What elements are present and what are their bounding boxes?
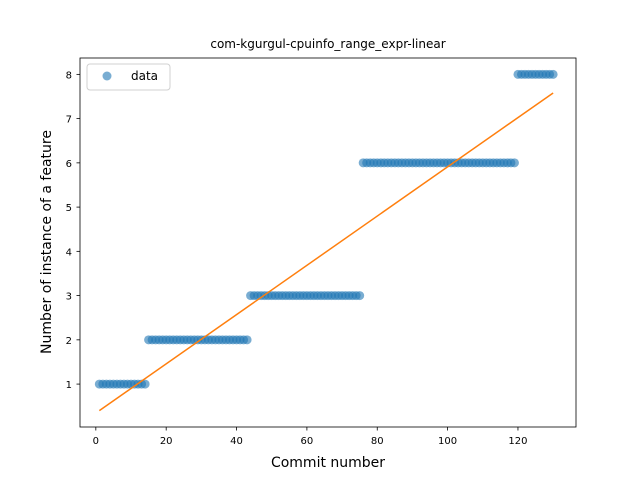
chart-title: com-kgurgul-cpuinfo_range_expr-linear: [210, 37, 445, 51]
data-point: [509, 158, 519, 168]
x-tick-label: 120: [508, 436, 527, 447]
legend-box: [86, 63, 171, 91]
legend-label-data: data: [131, 69, 158, 83]
scatter-points: [94, 69, 558, 389]
y-tick-label: 2: [66, 336, 72, 347]
x-tick-label: 40: [230, 436, 243, 447]
y-tick-label: 1: [66, 380, 72, 391]
x-tick-label: 100: [438, 436, 457, 447]
data-point: [548, 69, 558, 79]
legend: data: [86, 63, 171, 91]
y-tick-label: 4: [66, 247, 72, 258]
fit-line-layer: [98, 92, 554, 412]
x-tick-label: 0: [93, 436, 99, 447]
x-tick-label: 60: [301, 436, 314, 447]
data-point: [242, 335, 252, 345]
plot-frame: [79, 57, 577, 428]
y-tick-label: 8: [66, 70, 72, 81]
data-point: [140, 379, 150, 389]
y-tick-label: 7: [66, 115, 72, 126]
x-axis: 0 20 40 60 80 100 120: [93, 427, 528, 447]
legend-marker-data: [102, 71, 112, 81]
data-point: [355, 291, 365, 301]
y-tick-label: 6: [66, 159, 72, 170]
x-tick-label: 20: [160, 436, 173, 447]
y-axis: 1 2 3 4 5 6 7 8: [66, 70, 80, 391]
y-tick-label: 5: [66, 203, 72, 214]
x-tick-label: 80: [371, 436, 384, 447]
y-axis-label: Number of instance of a feature: [39, 130, 55, 354]
y-tick-label: 3: [66, 292, 72, 303]
fit-line: [98, 92, 554, 412]
x-axis-label: Commit number: [271, 455, 385, 471]
